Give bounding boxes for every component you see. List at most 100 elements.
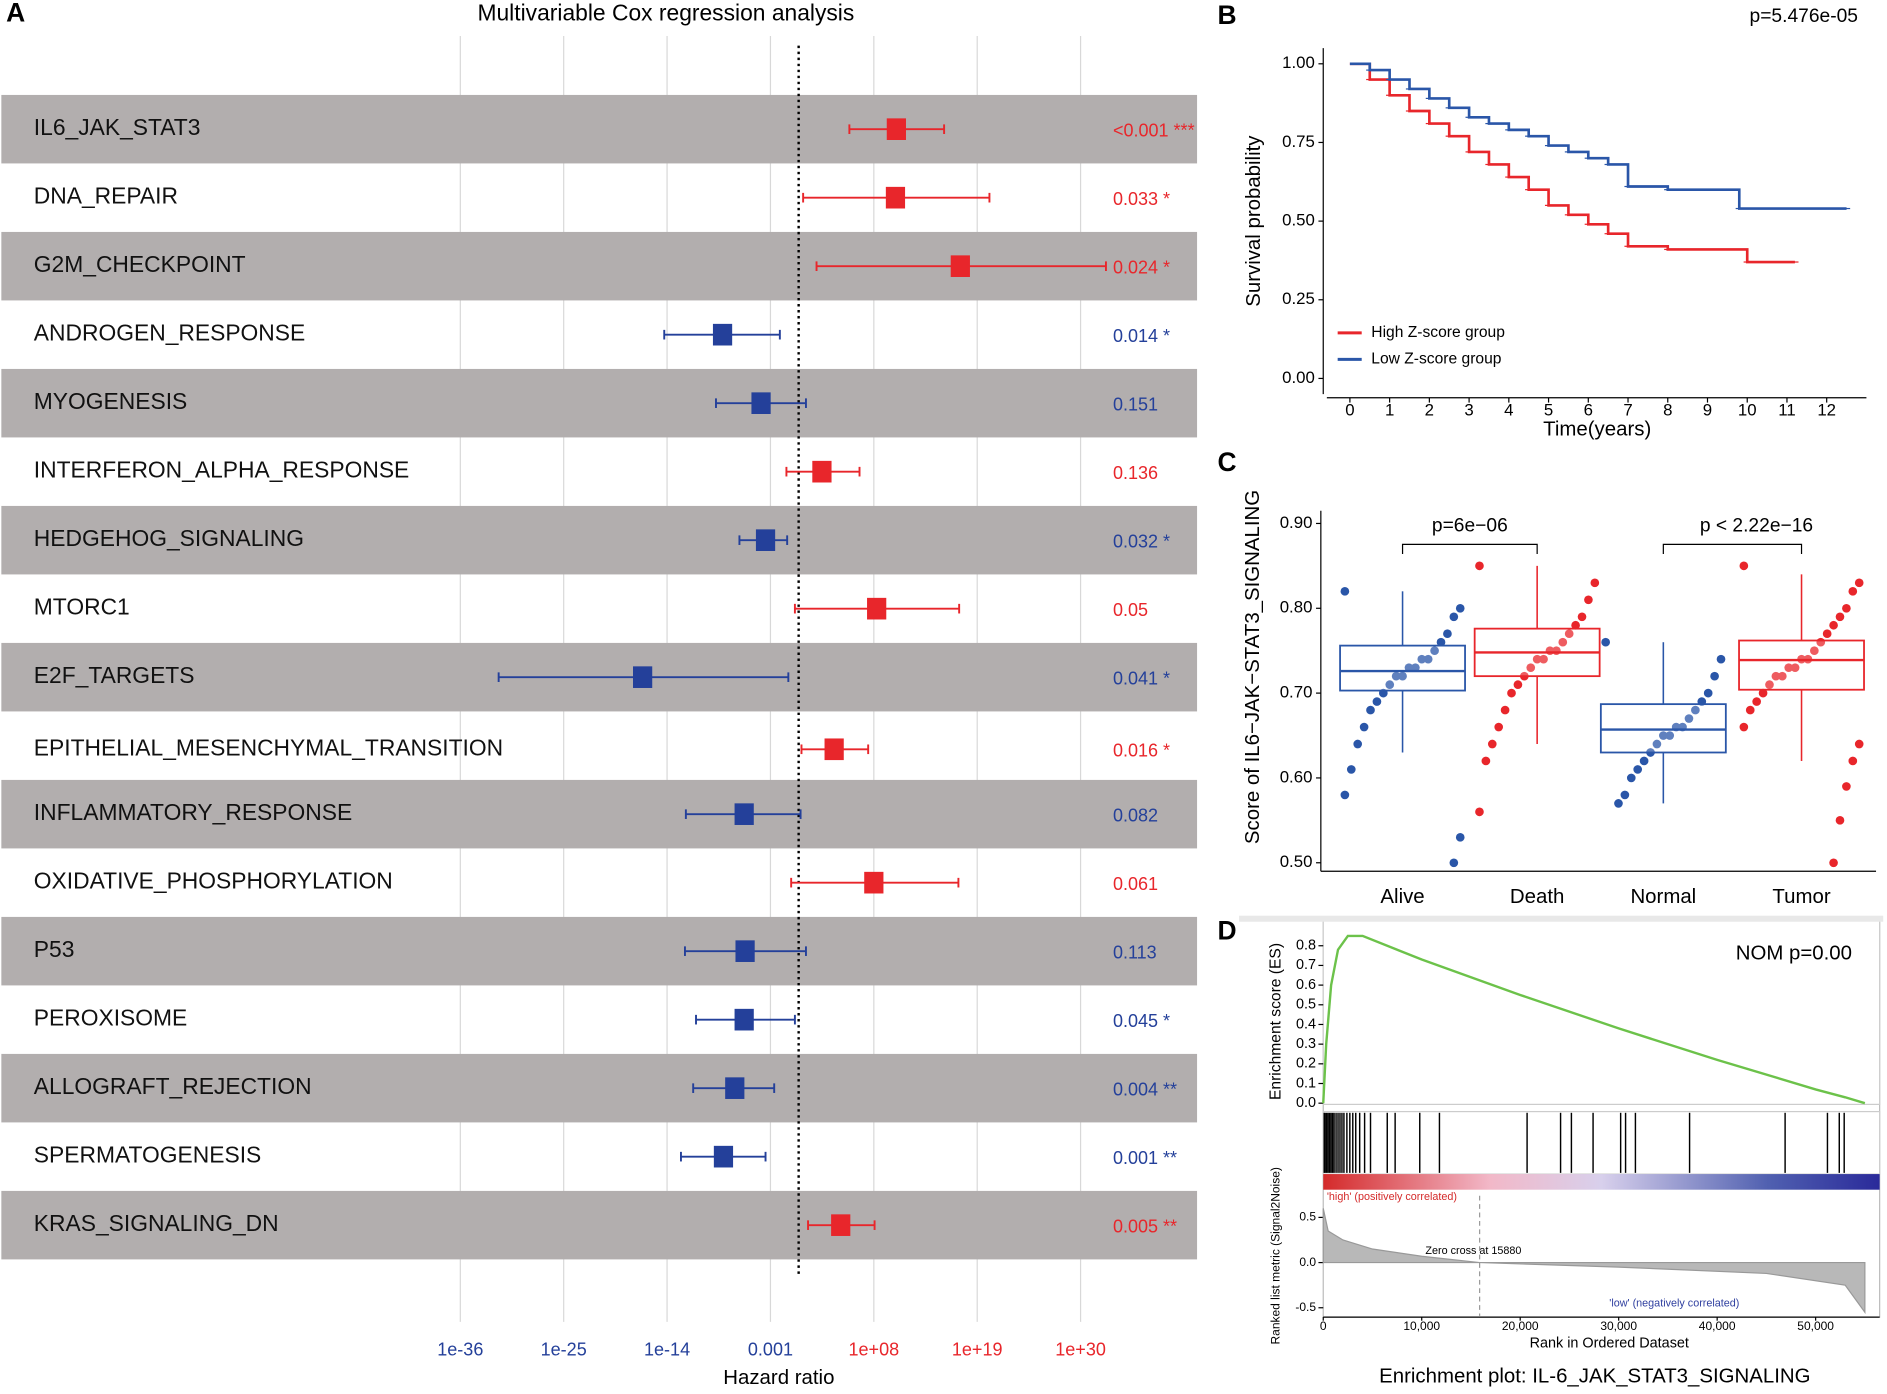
annotation: p=6e−06 — [1432, 515, 1508, 536]
estimate — [734, 1008, 754, 1031]
plot-frame — [1327, 48, 1867, 394]
y-axis-label: Enrichment score (ES) — [1268, 943, 1285, 1100]
point — [1366, 705, 1375, 715]
x-tick-label: 40,000 — [1699, 1319, 1736, 1333]
estimate — [713, 1145, 734, 1168]
annotation: p < 2.22e−16 — [1700, 515, 1813, 536]
point — [1829, 620, 1838, 630]
p-value: 0.151 — [1113, 394, 1158, 414]
point — [1513, 680, 1523, 689]
point — [1739, 722, 1749, 732]
point — [1577, 612, 1587, 622]
point — [1417, 654, 1427, 664]
x-tick-label: Normal — [1630, 886, 1696, 908]
survival-curve — [1349, 62, 1795, 264]
row-band — [1, 779, 1198, 849]
point — [1822, 629, 1832, 639]
point — [1423, 654, 1433, 664]
p-value: 0.005 ** — [1113, 1216, 1177, 1236]
y-axis-label: Survival probability — [1243, 135, 1265, 307]
annotation: NOM p=0.00 — [1736, 943, 1852, 965]
point — [1481, 756, 1491, 766]
point — [1739, 561, 1749, 571]
row-label: ANDROGEN_RESPONSE — [34, 320, 305, 346]
point — [1475, 807, 1484, 817]
row-band — [1, 94, 1198, 164]
point — [1765, 680, 1774, 689]
y-tick-label: 0.7 — [1296, 957, 1316, 973]
x-tick-label: 20,000 — [1502, 1319, 1539, 1333]
y-tick-label: 0.3 — [1296, 1036, 1316, 1052]
row-label: E2F_TARGETS — [34, 662, 195, 688]
p-value: 0.024 * — [1113, 257, 1170, 277]
point — [1346, 765, 1356, 774]
estimate — [812, 460, 832, 483]
p-value: 0.05 — [1113, 600, 1148, 620]
point — [1745, 705, 1755, 715]
chart-title: Enrichment plot: IL-6_JAK_STAT3_SIGNALIN… — [1379, 1366, 1810, 1388]
point — [1532, 654, 1542, 664]
annotation: Zero cross at 15880 — [1425, 1245, 1521, 1257]
estimate — [886, 118, 906, 141]
p-value: 0.082 — [1113, 805, 1158, 825]
x-tick-label: 2 — [1425, 400, 1434, 419]
estimate — [864, 871, 884, 894]
x-axis-label: Time(years) — [1543, 419, 1651, 441]
estimate — [725, 1077, 745, 1099]
point — [1430, 646, 1439, 656]
x-tick-label: 50,000 — [1797, 1319, 1834, 1333]
x-tick-label: 1e-36 — [437, 1340, 483, 1360]
row-label: MTORC1 — [34, 594, 130, 620]
estimate — [735, 940, 755, 962]
row-label: IL6_JAK_STAT3 — [34, 114, 201, 140]
point — [1684, 714, 1694, 723]
y-tick-label: 0.75 — [1282, 132, 1315, 151]
x-tick-label: 8 — [1663, 400, 1672, 419]
point — [1391, 671, 1401, 681]
point — [1500, 705, 1510, 715]
x-tick-label: 1e-25 — [541, 1340, 587, 1360]
point — [1507, 688, 1516, 698]
point — [1652, 739, 1662, 749]
x-tick-label: 10 — [1738, 400, 1757, 419]
x-tick-label: 1e-14 — [644, 1340, 690, 1360]
x-tick-label: 12 — [1817, 400, 1836, 419]
point — [1848, 586, 1858, 596]
box — [1738, 639, 1865, 691]
point — [1659, 731, 1668, 740]
y-tick-label: 0.4 — [1296, 1016, 1316, 1032]
y-tick-label: 0.1 — [1296, 1075, 1316, 1091]
x-axis-label: Rank in Ordered Dataset — [1530, 1335, 1689, 1351]
point — [1455, 832, 1465, 842]
hits-bg — [1322, 1110, 1881, 1175]
point — [1398, 671, 1407, 681]
x-tick-label: Death — [1510, 886, 1564, 908]
x-tick-label: 30,000 — [1600, 1319, 1637, 1333]
panel-label: D — [1217, 916, 1236, 946]
row-band — [1, 916, 1198, 986]
row-band — [1, 368, 1198, 438]
y-tick-label: 0.8 — [1296, 938, 1316, 954]
estimate — [824, 738, 844, 761]
point — [1494, 722, 1504, 732]
x-tick-label: 11 — [1778, 400, 1795, 419]
row-label: OXIDATIVE_PHOSPHORYLATION — [34, 868, 393, 894]
y-tick-label: 0.80 — [1280, 598, 1313, 617]
y-tick-label: 0.50 — [1280, 852, 1313, 871]
point — [1340, 790, 1350, 800]
point — [1691, 705, 1700, 715]
x-tick-label: 0 — [1345, 400, 1354, 419]
annotation: 'low' (negatively correlated) — [1609, 1298, 1739, 1310]
point — [1455, 603, 1465, 613]
point — [1558, 637, 1568, 647]
row-band — [1, 1053, 1198, 1123]
p-value: 0.033 * — [1113, 189, 1170, 209]
p-value: 0.016 * — [1113, 740, 1170, 760]
point — [1810, 646, 1819, 656]
es-bg — [1322, 919, 1881, 1105]
p-value: 0.136 — [1113, 463, 1158, 483]
row-band — [1, 505, 1198, 575]
point — [1758, 688, 1768, 698]
point — [1475, 561, 1484, 571]
